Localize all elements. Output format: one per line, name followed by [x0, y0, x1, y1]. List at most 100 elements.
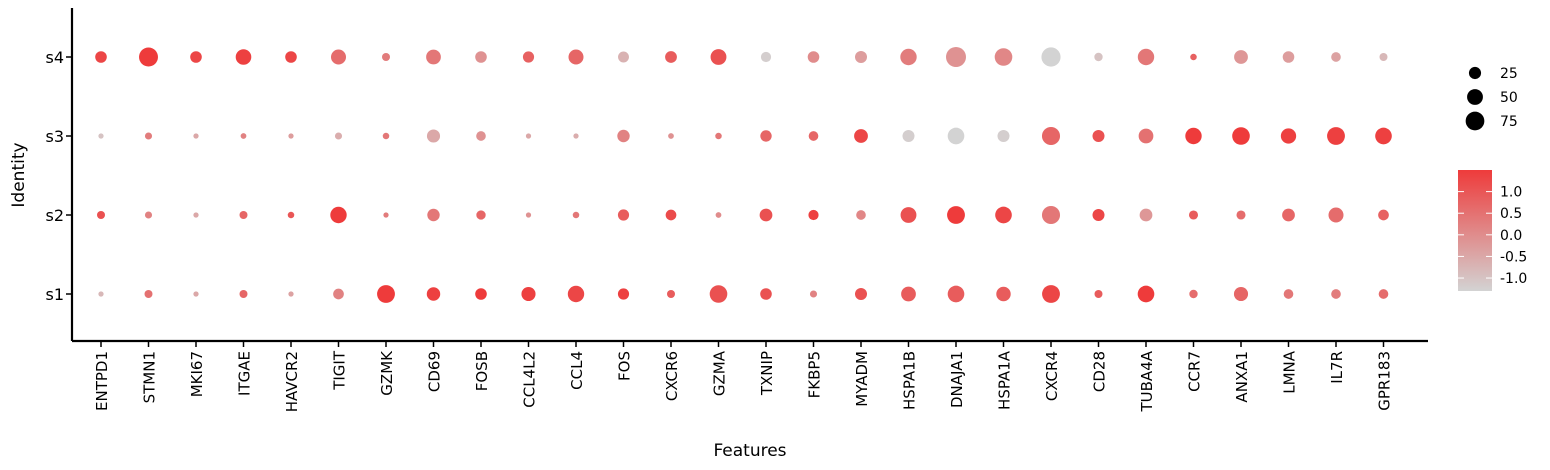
- x-tick-label: CCL4L2: [521, 351, 539, 408]
- dot-s3-CXCR6: [668, 133, 674, 139]
- size-legend-label: 75: [1500, 114, 1518, 130]
- dot-s1-TUBA4A: [1137, 285, 1155, 303]
- dot-s2-MKI67: [193, 212, 199, 218]
- dot-s1-GZMA: [709, 285, 728, 303]
- dot-s4-FOS: [618, 51, 629, 63]
- dot-s4-GZMA: [710, 49, 727, 65]
- x-tick-label: CCL4: [568, 351, 586, 390]
- color-legend-label: 1.0: [1500, 185, 1522, 201]
- dot-s3-CXCR4: [1041, 126, 1061, 146]
- x-tick-label: MYADM: [853, 351, 871, 407]
- dot-s1-TIGIT: [333, 288, 344, 300]
- y-tick-label: s2: [45, 206, 64, 225]
- dot-s3-FOSB: [476, 131, 486, 141]
- dot-s4-GPR183: [1379, 53, 1388, 61]
- dot-s3-DNAJA1: [947, 127, 965, 145]
- dot-s3-HSPA1B: [902, 130, 915, 142]
- dot-s1-FOS: [617, 288, 630, 300]
- x-tick-label: HSPA1A: [996, 350, 1014, 410]
- x-tick-label: CD69: [426, 351, 444, 392]
- dot-s1-ITGAE: [239, 290, 248, 298]
- x-axis-title: Features: [713, 441, 786, 461]
- dot-s1-HSPA1A: [996, 286, 1011, 302]
- dot-s4-GZMK: [382, 53, 390, 61]
- x-tick-label: LMNA: [1281, 350, 1299, 394]
- dot-s2-HSPA1A: [995, 206, 1012, 224]
- x-tick-label: TXNIP: [758, 351, 776, 396]
- x-tick-label: CCR7: [1186, 351, 1204, 392]
- x-tick-label: ANXA1: [1233, 351, 1251, 403]
- dot-s4-FOSB: [475, 51, 487, 63]
- dot-s1-LMNA: [1283, 289, 1294, 299]
- dot-s2-CCL4L2: [525, 212, 532, 218]
- dot-s4-TUBA4A: [1137, 48, 1155, 66]
- dot-s1-CCL4L2: [521, 286, 536, 302]
- dot-s4-MKI67: [190, 51, 202, 63]
- dot-s2-CD28: [1092, 209, 1105, 221]
- dot-s3-TUBA4A: [1138, 128, 1154, 144]
- x-tick-label: STMN1: [141, 351, 159, 403]
- x-tick-label: HAVCR2: [283, 351, 301, 412]
- dot-s4-HAVCR2: [285, 51, 297, 63]
- size-legend-dot: [1465, 111, 1485, 131]
- dot-s3-MYADM: [854, 129, 868, 143]
- size-legend-dot: [1468, 66, 1482, 80]
- color-legend-label: -1.0: [1500, 271, 1527, 287]
- size-legend-dot: [1467, 89, 1483, 105]
- x-tick-label: FOSB: [473, 351, 491, 391]
- dot-s3-IL7R: [1327, 127, 1345, 145]
- dot-s3-FKBP5: [808, 131, 819, 141]
- dot-s2-LMNA: [1282, 208, 1295, 222]
- dot-s2-CD69: [427, 208, 440, 222]
- dot-s1-FOSB: [475, 288, 487, 300]
- dot-s4-MYADM: [855, 51, 867, 63]
- size-legend-label: 25: [1500, 66, 1518, 82]
- dot-s4-CD69: [426, 49, 441, 65]
- dot-s2-CXCR4: [1041, 205, 1061, 225]
- dot-s1-MYADM: [855, 288, 867, 300]
- dot-s1-STMN1: [144, 290, 153, 298]
- dot-s3-HSPA1A: [997, 130, 1010, 142]
- dot-s2-GZMA: [715, 212, 722, 218]
- dot-s1-DNAJA1: [947, 285, 965, 303]
- dot-s1-FKBP5: [809, 290, 818, 298]
- dot-s3-MKI67: [193, 133, 199, 139]
- dot-s4-ENTPD1: [95, 51, 107, 63]
- x-tick-label: CXCR6: [663, 351, 681, 401]
- dot-s2-DNAJA1: [947, 206, 965, 224]
- x-tick-label: HSPA1B: [901, 351, 919, 410]
- x-tick-label: ENTPD1: [93, 351, 111, 411]
- x-tick-label: CD28: [1091, 351, 1109, 392]
- dot-s3-FOS: [617, 129, 630, 143]
- dot-s4-CCL4: [568, 49, 584, 65]
- dot-s3-STMN1: [144, 132, 153, 140]
- dot-s3-CD69: [426, 129, 441, 143]
- dot-s1-CXCR4: [1042, 285, 1060, 303]
- y-tick-label: s3: [45, 127, 64, 146]
- x-tick-label: ITGAE: [236, 351, 254, 396]
- y-tick-label: s1: [45, 285, 64, 304]
- dot-s3-GZMA: [715, 132, 722, 140]
- dot-s1-HSPA1B: [901, 286, 916, 302]
- x-tick-label: FKBP5: [806, 351, 824, 398]
- dot-s3-TIGIT: [334, 132, 343, 140]
- dot-s4-TIGIT: [330, 49, 347, 65]
- dot-s2-CXCR6: [665, 209, 677, 221]
- color-legend-label: 0.0: [1500, 228, 1522, 244]
- dot-s4-TXNIP: [760, 51, 772, 63]
- x-tick-label: FOS: [616, 351, 634, 381]
- dot-s4-CXCR4: [1041, 47, 1061, 67]
- dot-s4-HSPA1A: [994, 48, 1013, 66]
- dot-s3-CD28: [1092, 130, 1105, 142]
- dot-s1-TXNIP: [760, 288, 772, 300]
- dot-s2-CCR7: [1188, 210, 1199, 220]
- dot-s2-ANXA1: [1236, 210, 1246, 220]
- dot-s1-CD28: [1094, 290, 1103, 298]
- dot-s2-TIGIT: [330, 206, 347, 224]
- x-tick-label: GPR183: [1376, 351, 1394, 411]
- dot-s1-ENTPD1: [98, 291, 104, 297]
- dot-s2-HSPA1B: [900, 207, 917, 223]
- dot-s2-FOSB: [476, 210, 486, 220]
- dot-s1-MKI67: [193, 291, 199, 297]
